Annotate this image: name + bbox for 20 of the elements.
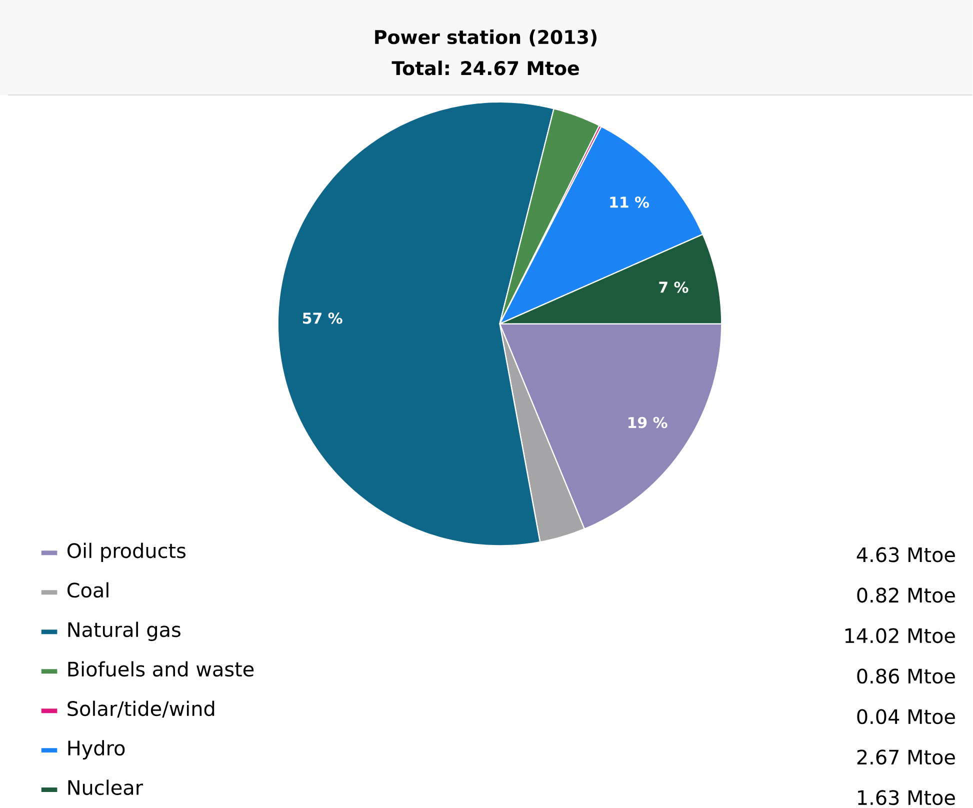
data-label: 4.63 Mtoe	[856, 546, 955, 562]
data-label: 1.63 Mtoe	[858, 790, 955, 805]
legend-label: Hydro	[68, 740, 125, 760]
legend-label: Natural gas	[68, 622, 180, 641]
data-label: 14.02 Mtoe	[845, 628, 955, 643]
text: 19 %	[628, 416, 668, 428]
chart-subtitle: Total: 24.67 Mtoe	[392, 60, 579, 76]
legend-label: Oil products	[67, 542, 186, 562]
legend-label: Biofuels and waste	[68, 661, 254, 676]
data-label: 0.04 Mtoe	[857, 708, 955, 724]
data-label: 0.86 Mtoe	[857, 668, 955, 684]
chart-title: Power station (2013)	[375, 29, 596, 46]
legend-label: Nuclear	[68, 779, 144, 795]
text: 11 %	[610, 196, 650, 208]
legend-label: Coal	[67, 582, 108, 598]
legend-label: Solar/tide/wind	[68, 700, 214, 718]
data-label: 2.67 Mtoe	[857, 749, 955, 764]
text: 57 %	[303, 312, 342, 324]
text: 7 %	[659, 281, 688, 293]
data-label: 0.82 Mtoe	[857, 587, 955, 602]
